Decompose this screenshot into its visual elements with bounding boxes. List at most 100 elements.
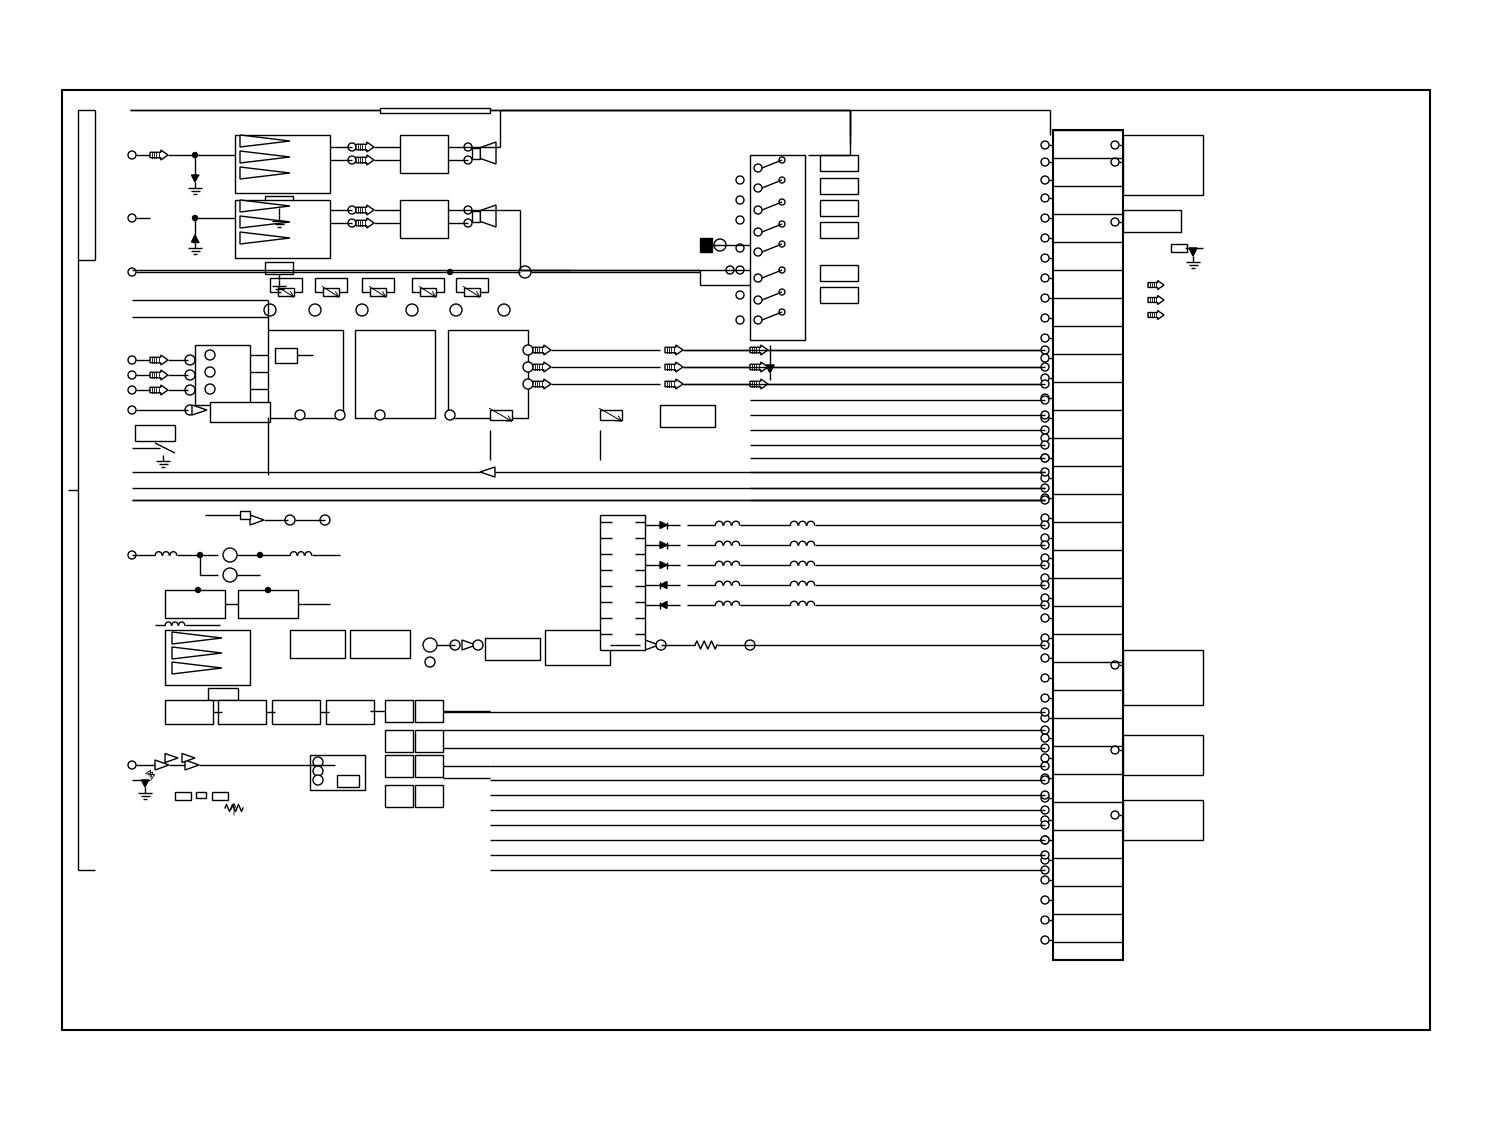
Circle shape [1041, 541, 1049, 549]
Bar [415, 730, 443, 752]
Circle shape [1041, 515, 1049, 522]
Circle shape [128, 386, 136, 393]
Circle shape [753, 274, 762, 282]
Polygon shape [182, 753, 195, 762]
Polygon shape [665, 379, 683, 389]
Circle shape [736, 244, 745, 252]
Polygon shape [665, 362, 683, 372]
Circle shape [185, 355, 195, 365]
Circle shape [464, 206, 471, 214]
Circle shape [1041, 354, 1049, 362]
Bar [175, 793, 191, 800]
Polygon shape [659, 521, 667, 528]
Circle shape [1112, 661, 1119, 669]
Circle shape [1041, 554, 1049, 562]
Circle shape [1112, 810, 1119, 819]
Circle shape [313, 766, 322, 776]
Polygon shape [1147, 296, 1164, 305]
Circle shape [348, 156, 357, 164]
Bar [385, 785, 413, 807]
Polygon shape [240, 135, 289, 147]
Circle shape [524, 362, 533, 372]
Bar [600, 515, 645, 650]
Bar [412, 278, 445, 291]
Bar [1123, 650, 1203, 705]
Circle shape [1041, 674, 1049, 682]
Circle shape [1041, 773, 1049, 782]
Polygon shape [463, 640, 476, 650]
Circle shape [727, 266, 734, 274]
Circle shape [192, 152, 197, 157]
Bar [600, 410, 622, 420]
Circle shape [374, 410, 385, 420]
Circle shape [1041, 762, 1049, 770]
Circle shape [185, 405, 195, 415]
Circle shape [736, 176, 745, 184]
Circle shape [1041, 334, 1049, 342]
Circle shape [464, 156, 471, 164]
Circle shape [336, 410, 345, 420]
Circle shape [451, 640, 460, 650]
Polygon shape [166, 753, 178, 762]
Bar [322, 288, 339, 296]
Circle shape [309, 304, 321, 316]
Circle shape [406, 304, 418, 316]
Circle shape [273, 710, 278, 714]
Circle shape [1041, 714, 1049, 722]
Circle shape [197, 553, 203, 557]
Circle shape [222, 568, 237, 582]
Bar [310, 756, 366, 790]
Circle shape [519, 266, 531, 278]
Polygon shape [480, 142, 495, 164]
Circle shape [1041, 916, 1049, 924]
Polygon shape [151, 150, 169, 160]
Circle shape [753, 164, 762, 172]
Bar [659, 405, 715, 427]
Circle shape [204, 350, 215, 360]
Circle shape [1041, 654, 1049, 663]
Circle shape [1041, 474, 1049, 482]
Circle shape [327, 710, 331, 714]
Polygon shape [533, 362, 551, 372]
Circle shape [736, 196, 745, 204]
Circle shape [185, 385, 195, 395]
Polygon shape [240, 216, 289, 228]
Bar [63, 90, 1429, 1030]
Polygon shape [240, 232, 289, 244]
Circle shape [1041, 441, 1049, 450]
Circle shape [1112, 158, 1119, 166]
Bar [385, 756, 413, 777]
Polygon shape [659, 582, 667, 589]
Circle shape [1041, 314, 1049, 322]
Bar [266, 262, 292, 274]
Polygon shape [151, 355, 169, 365]
Bar [421, 288, 436, 296]
Circle shape [1041, 494, 1049, 502]
Bar [1053, 130, 1123, 960]
Circle shape [295, 410, 304, 420]
Bar [1123, 800, 1203, 840]
Circle shape [285, 515, 295, 525]
Polygon shape [357, 217, 374, 228]
Bar [236, 135, 330, 193]
Circle shape [473, 640, 483, 650]
Circle shape [1041, 851, 1049, 859]
Bar [272, 700, 319, 724]
Circle shape [1041, 614, 1049, 622]
Circle shape [524, 345, 533, 355]
Bar [218, 700, 266, 724]
Circle shape [204, 367, 215, 377]
Polygon shape [659, 562, 667, 568]
Circle shape [128, 406, 136, 414]
Bar [207, 688, 239, 700]
Circle shape [1041, 776, 1049, 784]
Bar [166, 700, 213, 724]
Circle shape [348, 143, 357, 151]
Circle shape [1041, 936, 1049, 944]
Bar [236, 200, 330, 258]
Circle shape [1041, 374, 1049, 382]
Circle shape [779, 267, 785, 274]
Circle shape [425, 657, 436, 667]
Bar [195, 793, 206, 798]
Bar [351, 630, 410, 658]
